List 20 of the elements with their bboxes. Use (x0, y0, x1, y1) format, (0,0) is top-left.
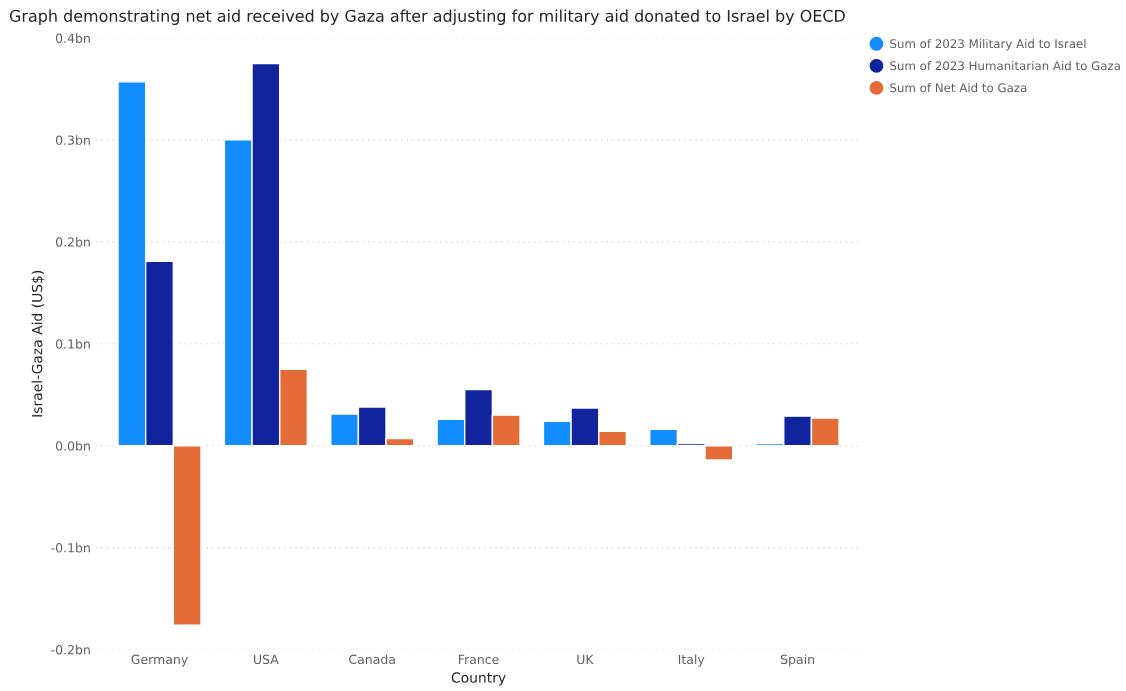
y-tick-label: -0.2bn (51, 644, 90, 655)
y-tick-label: -0.1bn (51, 542, 90, 553)
y-tick-label: 0.4bn (55, 33, 90, 43)
legend-label: Sum of Net Aid to Gaza (890, 83, 1027, 93)
x-tick-label: France (458, 654, 499, 665)
x-tick-label: Germany (131, 654, 188, 667)
x-tick-label: USA (254, 654, 279, 665)
x-tick-label: Canada (349, 654, 395, 665)
y-tick-label: 0.2bn (55, 237, 90, 247)
y-tick-label: 0.1bn (55, 339, 90, 349)
y-tick-label: 0.3bn (55, 135, 90, 145)
x-axis-title: Country (451, 672, 506, 686)
y-axis-title: Israel-Gaza Aid (US$) (31, 270, 45, 417)
x-tick-label: Spain (780, 654, 814, 667)
chart-title: Graph demonstrating net aid received by Gaza after adjusting for military aid donated to Israel by OECD (9, 9, 845, 25)
x-tick-label: Italy (678, 654, 705, 667)
x-tick-label: UK (577, 654, 594, 665)
y-tick-label: 0.0bn (55, 440, 90, 451)
legend-label: Sum of 2023 Military Aid to Israel (890, 38, 1086, 51)
legend-label: Sum of 2023 Humanitarian Aid to Gaza (890, 61, 1120, 71)
